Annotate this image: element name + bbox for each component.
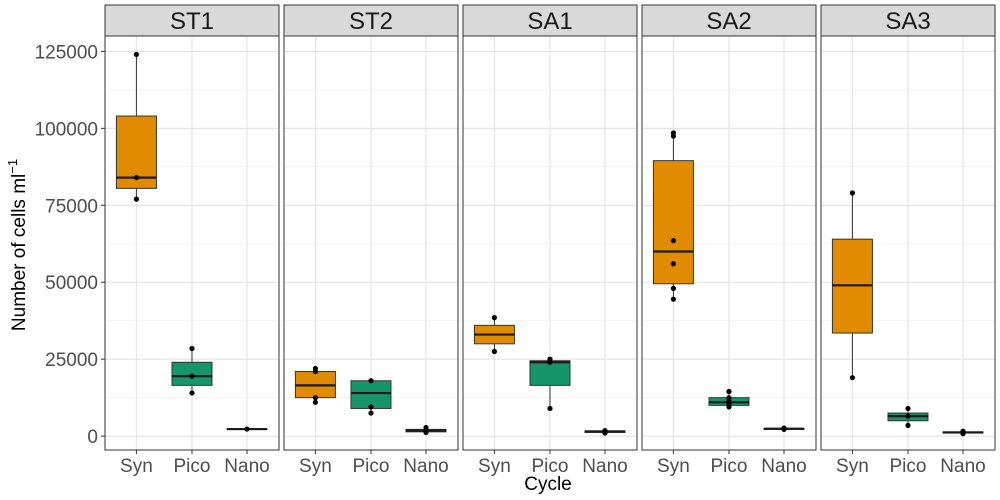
data-point [189,345,195,352]
data-point [670,133,677,139]
data-point [905,405,911,412]
y-tick-label: 0 [87,427,98,448]
strip-background [820,4,996,37]
x-tick-label: Pico [173,456,210,477]
panel-grid [463,36,637,450]
data-point [423,429,429,436]
data-point [491,348,498,355]
data-point [547,405,553,412]
data-point [491,315,498,321]
data-point [312,368,319,375]
data-point [189,373,195,379]
box-nano [584,428,626,436]
y-tick-label: 100000 [35,119,98,140]
y-tick-label: 125000 [35,42,98,63]
data-point [312,399,319,405]
x-tick-label: Nano [761,456,806,477]
data-point [133,174,140,181]
data-point [905,422,911,428]
data-point [133,196,140,202]
x-tick-label: Nano [940,456,985,477]
x-tick-label: Syn [836,456,869,477]
data-point [726,388,732,395]
box-nano [226,426,268,432]
data-point [189,390,195,396]
strip-background [462,4,638,37]
box-iqr [350,380,392,409]
strip-label: SA2 [706,8,751,35]
data-point [312,395,319,401]
x-tick-label: Pico [531,456,568,477]
data-point [670,285,677,292]
data-point [726,404,732,410]
panel-sa3: SA3 Syn Pico Nano [820,4,996,477]
box-syn [473,315,515,355]
y-tick-label: 50000 [45,273,98,294]
data-point [368,410,374,416]
panel-sa1: SA1 Syn Pico Nano [462,4,638,477]
box-syn [294,365,336,405]
box-nano [763,425,805,432]
y-axis-title-superscript: −1 [5,159,20,174]
panel-st2: ST2 Syn Pico Nano [283,4,459,477]
box-nano [942,428,984,437]
data-point [670,261,677,267]
data-point [960,431,966,437]
strip-background [283,4,459,37]
y-axis: 0 25000 50000 75000 100000 125000 [35,42,105,448]
data-point [849,375,856,381]
data-point [670,296,677,302]
data-point [602,430,608,436]
x-tick-label: Syn [478,456,511,477]
x-tick-label: Pico [352,456,389,477]
panel-sa2: SA2 Syn Pico Nano [641,4,817,477]
box-pico [171,345,213,396]
y-tick-label: 25000 [45,350,98,371]
x-tick-label: Syn [120,456,153,477]
box-nano [405,424,447,436]
data-point [368,378,374,384]
box-syn [831,190,873,381]
box-pico [887,405,929,428]
data-point [368,404,374,410]
strip-label: SA3 [885,8,930,35]
box-pico [529,356,571,412]
strip-background [104,4,280,37]
data-point [133,51,140,58]
box-pico [708,388,750,410]
strip-label: ST1 [170,8,214,35]
x-tick-label: Nano [224,456,269,477]
data-point [670,238,677,244]
y-axis-title: Number of cells ml−1 [5,159,30,331]
data-point [547,359,553,365]
x-axis-title: Cycle [524,474,572,495]
y-tick-label: 75000 [45,196,98,217]
panels-layer: ST1 Syn Pico Nano ST2 Syn Pico Nano SA1 Syn Pico Na… [104,4,996,477]
panel-grid [821,36,995,450]
y-axis-title-main: Number of cells ml [9,174,30,331]
strip-label: ST2 [349,8,393,35]
box-syn [115,51,157,202]
x-tick-label: Nano [403,456,448,477]
box-pico [350,378,392,416]
data-point [905,413,911,419]
data-point [244,426,250,432]
x-tick-label: Pico [889,456,926,477]
strip-background [641,4,817,37]
data-point [849,190,856,196]
panel-st1: ST1 Syn Pico Nano [104,4,280,477]
strip-label: SA1 [527,8,572,35]
box-syn [652,130,694,302]
x-tick-label: Pico [710,456,747,477]
data-point [423,424,429,431]
x-tick-label: Syn [657,456,690,477]
x-tick-label: Syn [299,456,332,477]
data-point [781,426,787,432]
x-tick-label: Nano [582,456,627,477]
